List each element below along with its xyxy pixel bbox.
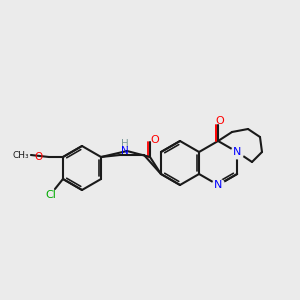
Text: H: H [121,139,129,149]
Text: Cl: Cl [46,190,56,200]
Text: CH₃: CH₃ [13,151,29,160]
Text: O: O [216,116,224,126]
Text: N: N [121,146,129,156]
Text: O: O [151,135,159,145]
Text: N: N [233,147,241,157]
Text: N: N [214,180,222,190]
Text: O: O [35,152,43,162]
